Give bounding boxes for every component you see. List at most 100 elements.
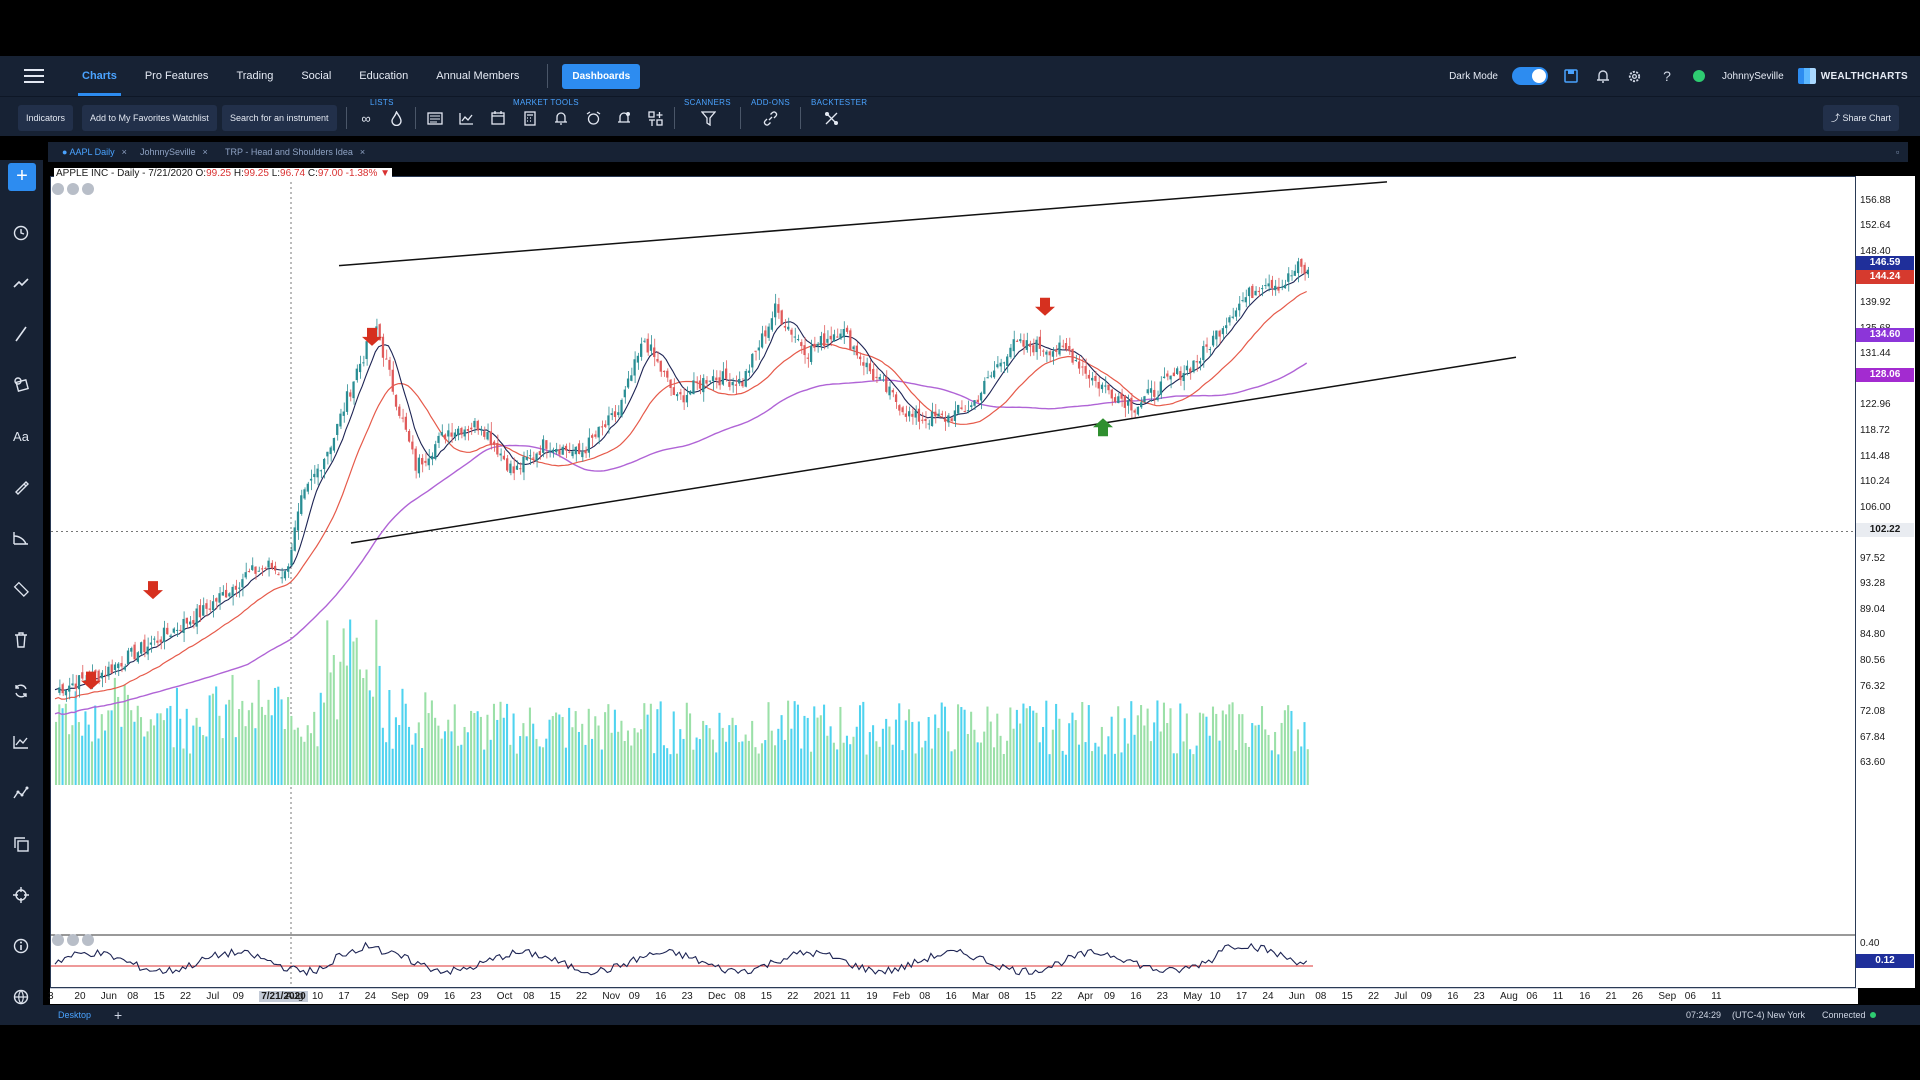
pattern-icon[interactable] — [10, 782, 32, 804]
hide-icon[interactable] — [67, 934, 79, 946]
calendar-icon[interactable] — [488, 109, 508, 127]
save-icon[interactable] — [1562, 67, 1580, 85]
timezone[interactable]: (UTC-4) New York — [1732, 1010, 1806, 1020]
price-chart[interactable] — [50, 176, 1858, 988]
volume-bar — [865, 754, 868, 785]
layout-grid-icon[interactable] — [645, 109, 665, 127]
trend-icon[interactable] — [10, 272, 32, 294]
brush-icon[interactable] — [10, 476, 32, 498]
trash-icon[interactable] — [10, 629, 32, 651]
tab-trp-head-and-shoulders[interactable]: TRP - Head and Shoulders Idea × — [225, 147, 366, 157]
nav-charts[interactable]: Charts — [68, 56, 131, 96]
candle-body — [97, 670, 100, 681]
shapes-icon[interactable] — [10, 373, 32, 395]
globe-icon[interactable] — [10, 986, 32, 1008]
candle-body — [280, 577, 283, 579]
account-status-icon[interactable] — [1690, 67, 1708, 85]
close-tab-icon[interactable]: × — [202, 147, 208, 157]
volume-bar — [365, 669, 368, 785]
username-label[interactable]: JohnnySeville — [1721, 70, 1784, 82]
copy-icon[interactable] — [10, 833, 32, 855]
maximize-icon[interactable]: ▫ — [1896, 147, 1900, 157]
candle-body — [411, 441, 414, 450]
volume-bar — [927, 717, 930, 785]
add-to-favorites-button[interactable]: Add to My Favorites Watchlist — [82, 105, 217, 131]
volume-bar — [777, 728, 780, 785]
notification-icon[interactable] — [614, 109, 634, 127]
candle-body — [1032, 345, 1035, 353]
volume-bar — [711, 739, 714, 785]
calculator-icon[interactable] — [520, 109, 540, 127]
scanners-group-label: SCANNERS — [684, 98, 731, 107]
news-icon[interactable] — [425, 109, 445, 127]
hide-icon[interactable] — [67, 183, 79, 195]
add-desktop-icon[interactable]: + — [114, 1007, 123, 1023]
chart-analysis-icon[interactable] — [456, 109, 476, 127]
tab-johnnyseville[interactable]: JohnnySeville × — [140, 147, 208, 157]
measure-icon[interactable] — [10, 527, 32, 549]
time-tick-label: 3 — [48, 991, 54, 1002]
close-tab-icon[interactable]: × — [359, 147, 366, 157]
desktop-tab[interactable]: Desktop — [58, 1010, 92, 1020]
time-tick-label: Mar — [972, 991, 990, 1002]
remove-icon[interactable] — [52, 183, 64, 195]
indicator-chart-icon[interactable] — [10, 731, 32, 753]
volume-bar — [770, 730, 773, 785]
link-icon[interactable] — [760, 109, 780, 127]
watchlist-icon[interactable]: ∞ — [361, 110, 371, 126]
gear-icon[interactable] — [1626, 67, 1644, 85]
tab-aapl-daily[interactable]: ● AAPL Daily × — [62, 147, 127, 157]
alarm-icon[interactable] — [583, 109, 603, 127]
menu-icon[interactable] — [22, 64, 46, 88]
settings-icon[interactable] — [82, 183, 94, 195]
candle-body — [1156, 397, 1159, 401]
moving-average-1 — [54, 271, 1308, 691]
time-tick-label: 23 — [470, 991, 482, 1002]
time-tick-label: 15 — [1341, 991, 1353, 1002]
dark-mode-toggle[interactable] — [1511, 67, 1548, 85]
filter-icon[interactable] — [698, 109, 718, 127]
volume-bar — [58, 704, 61, 785]
candle-body — [774, 303, 777, 318]
candle-body — [636, 355, 640, 363]
ruler-icon[interactable] — [10, 578, 32, 600]
line-tool-icon[interactable] — [10, 323, 32, 345]
dashboards-button[interactable]: Dashboards — [562, 63, 641, 89]
candle-body — [342, 411, 345, 416]
nav-social[interactable]: Social — [301, 70, 332, 82]
crosshair-icon[interactable] — [10, 884, 32, 906]
volume-bar — [970, 711, 973, 785]
nav-pro-features[interactable]: Pro Features — [144, 70, 209, 82]
candle-body — [1136, 406, 1140, 415]
info-icon[interactable] — [10, 935, 32, 957]
backtester-icon[interactable] — [821, 109, 841, 127]
nav-education[interactable]: Education — [359, 70, 409, 82]
indicators-button[interactable]: Indicators — [18, 105, 74, 131]
settings-icon[interactable] — [82, 934, 94, 946]
candle-body — [162, 627, 166, 643]
time-tick-label: 10 — [1209, 991, 1221, 1002]
alert-bell-icon[interactable] — [551, 109, 571, 127]
nav-annual-members[interactable]: Annual Members — [436, 70, 520, 82]
volume-bar — [780, 715, 783, 785]
text-tool-icon[interactable]: Aa — [13, 428, 29, 444]
price-axis[interactable]: 156.88152.64148.40139.92135.68131.44127.… — [1855, 176, 1915, 988]
price-tick-label: 122.96 — [1860, 399, 1891, 411]
candle-body — [590, 435, 594, 438]
remove-icon[interactable] — [52, 934, 64, 946]
add-icon[interactable]: + — [8, 163, 36, 191]
clock-icon[interactable] — [10, 222, 32, 244]
nav-trading[interactable]: Trading — [236, 70, 274, 82]
time-axis[interactable]: 3 20 Jun 08 15 22 Jul 09 7/21/2020 Aug 10 17 24 Sep 09… — [48, 988, 1858, 1004]
bell-icon[interactable] — [1594, 67, 1612, 85]
refresh-icon[interactable] — [10, 680, 32, 702]
candle-body — [1025, 340, 1028, 350]
instrument-search[interactable]: Search for an instrument — [222, 105, 337, 131]
time-tick-label: Jul — [1394, 991, 1408, 1002]
share-chart-button[interactable]: ⤴ Share Chart — [1823, 105, 1900, 131]
candle-body — [205, 603, 208, 609]
help-icon[interactable]: ? — [1663, 68, 1671, 84]
close-tab-icon[interactable]: × — [121, 147, 127, 157]
hot-list-icon[interactable] — [386, 109, 406, 127]
chart-canvas[interactable] — [51, 177, 1857, 989]
